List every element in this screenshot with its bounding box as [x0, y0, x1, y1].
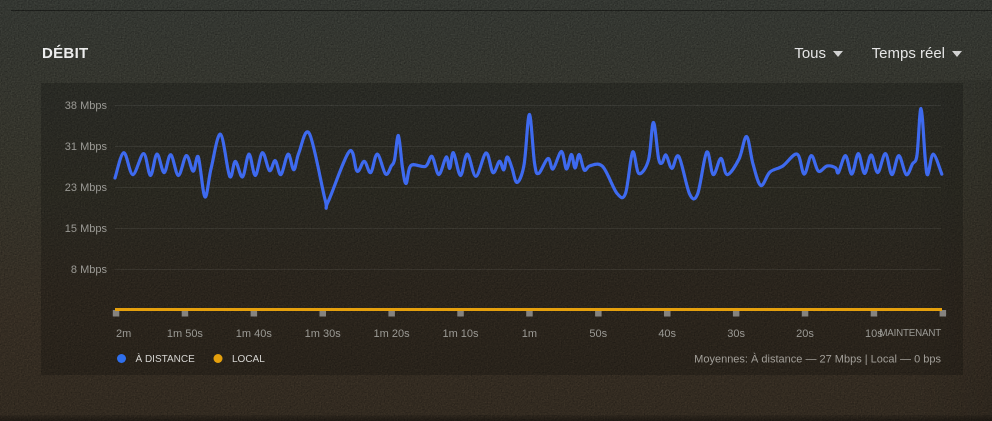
svg-text:Moyennes: À distance — 27 Mbps: Moyennes: À distance — 27 Mbps | Local —… [694, 353, 941, 366]
svg-text:30s: 30s [727, 328, 745, 340]
svg-text:1m 10s: 1m 10s [442, 328, 479, 340]
svg-text:10s: 10s [865, 328, 883, 340]
svg-text:À DISTANCE: À DISTANCE [136, 352, 196, 365]
svg-text:2m: 2m [116, 328, 131, 340]
svg-text:38 Mbps: 38 Mbps [65, 100, 108, 112]
svg-text:8 Mbps: 8 Mbps [71, 264, 108, 276]
svg-text:1m 30s: 1m 30s [305, 328, 342, 340]
svg-text:23 Mbps: 23 Mbps [65, 182, 108, 194]
svg-text:LOCAL: LOCAL [232, 354, 265, 365]
svg-text:1m 40s: 1m 40s [236, 328, 273, 340]
svg-text:1m 20s: 1m 20s [374, 328, 411, 340]
svg-text:50s: 50s [589, 328, 607, 340]
svg-text:1m 50s: 1m 50s [167, 328, 204, 340]
svg-text:40s: 40s [658, 328, 676, 340]
svg-text:20s: 20s [796, 328, 814, 340]
svg-text:15 Mbps: 15 Mbps [65, 223, 108, 235]
svg-text:31 Mbps: 31 Mbps [65, 141, 108, 153]
svg-text:MAINTENANT: MAINTENANT [879, 328, 941, 339]
svg-text:1m: 1m [522, 328, 537, 340]
